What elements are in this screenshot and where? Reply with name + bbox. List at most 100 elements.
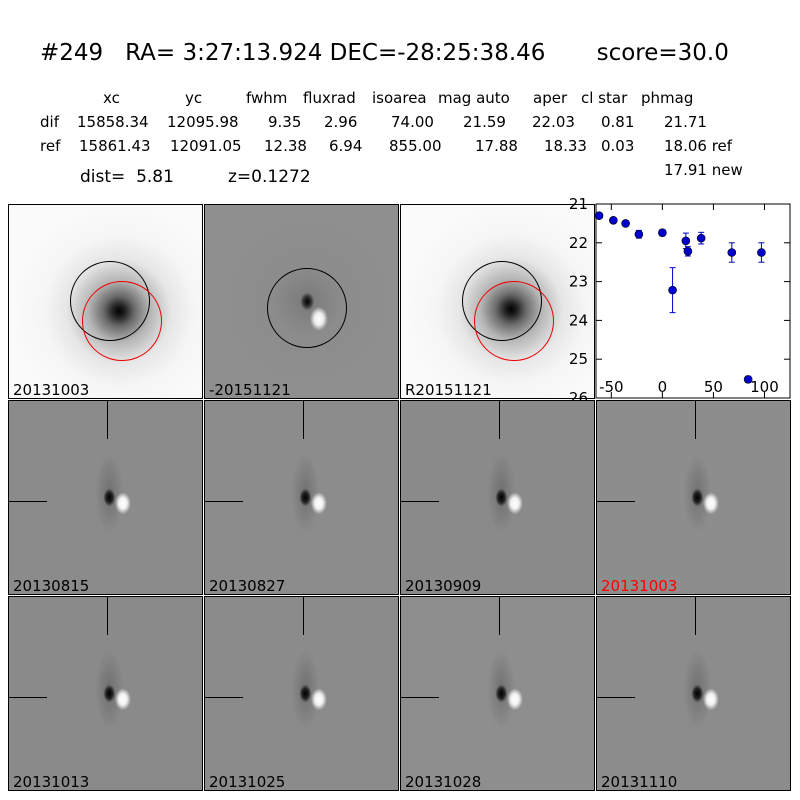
point-marker: [621, 219, 630, 228]
crosshair-tick-horizontal: [401, 697, 439, 699]
data-point: [634, 229, 644, 239]
point-marker: [594, 211, 604, 220]
crosshair-tick-vertical: [303, 401, 305, 439]
panel-label: 20131003: [13, 381, 90, 399]
aperture-circle-red: [82, 281, 162, 361]
data-point: [727, 242, 737, 263]
y-tick-label: 22: [569, 234, 588, 252]
crosshair-tick-vertical: [303, 597, 305, 635]
cell: 21.59: [463, 113, 506, 131]
cell: 12095.98: [167, 113, 239, 131]
panel-label: 20130815: [13, 577, 90, 595]
cell: 9.35: [268, 113, 302, 131]
data-point: [594, 211, 604, 220]
point-marker: [634, 229, 644, 239]
col-header: yc: [185, 89, 203, 107]
crosshair-tick-vertical: [499, 597, 501, 635]
ref-cutout-panel: R20151121: [400, 204, 595, 399]
aperture-circle-red: [474, 281, 554, 361]
point-marker: [681, 236, 691, 246]
epoch-cutout-panel: 20131025: [204, 596, 399, 791]
epoch-cutout-panel: 20131028: [400, 596, 595, 791]
row-label: ref: [40, 137, 61, 155]
redshift-label: z=0.1272: [228, 167, 311, 187]
data-point: [757, 242, 766, 263]
data-point: [621, 219, 630, 228]
data-point: [681, 232, 691, 250]
cell: 2.96: [324, 113, 358, 131]
crosshair-tick-horizontal: [597, 697, 635, 699]
ref-cutout-panel: 20131003: [8, 204, 203, 399]
crosshair-tick-vertical: [107, 597, 109, 635]
cell: 12.38: [264, 137, 307, 155]
row-label: dif: [40, 113, 59, 131]
epoch-cutout-panel: 20130815: [8, 400, 203, 595]
cell: 855.00: [389, 137, 442, 155]
data-point: [668, 267, 677, 314]
data-point: [683, 246, 693, 257]
cell: 74.00: [391, 113, 434, 131]
y-tick-label: 23: [569, 273, 588, 291]
page-title: #249 RA= 3:27:13.924 DEC=-28:25:38.46 sc…: [40, 40, 729, 66]
x-tick-label: -50: [599, 378, 624, 396]
point-marker: [658, 228, 667, 238]
cell: 0.03: [601, 137, 635, 155]
crosshair-tick-horizontal: [9, 501, 47, 503]
point-marker: [683, 247, 693, 256]
point-marker: [757, 248, 766, 257]
data-point: [658, 228, 667, 238]
col-header: aper: [533, 89, 568, 107]
y-tick-label: 25: [569, 350, 588, 368]
col-header: isoarea: [372, 89, 427, 107]
point-marker: [727, 248, 737, 257]
point-marker: [668, 285, 677, 295]
crosshair-tick-vertical: [695, 597, 697, 635]
cell: 12091.05: [170, 137, 242, 155]
cell: 21.71: [664, 113, 707, 131]
data-point: [609, 215, 618, 225]
col-header: fluxrad: [303, 89, 356, 107]
cell: 17.88: [475, 137, 518, 155]
col-header: cl star: [581, 89, 628, 107]
cell: 22.03: [532, 113, 575, 131]
crosshair-tick-vertical: [107, 401, 109, 439]
crosshair-tick-horizontal: [205, 501, 243, 503]
point-marker: [743, 375, 753, 384]
x-tick-label: 100: [750, 378, 779, 396]
epoch-cutout-panel: 20131013: [8, 596, 203, 791]
col-header: mag auto: [438, 89, 510, 107]
panel-label: -20151121: [209, 381, 291, 399]
point-marker: [609, 215, 618, 225]
data-point: [696, 231, 706, 245]
point-marker: [696, 233, 706, 243]
panel-label: 20131025: [209, 773, 286, 791]
crosshair-tick-horizontal: [205, 697, 243, 699]
panel-label: 20131028: [405, 773, 482, 791]
epoch-cutout-panel: 20130909: [400, 400, 595, 595]
cell: 15861.43: [79, 137, 151, 155]
panel-label: 20130827: [209, 577, 286, 595]
crosshair-tick-vertical: [695, 401, 697, 439]
crosshair-tick-horizontal: [9, 697, 47, 699]
epoch-cutout-panel: 20131110: [596, 596, 791, 791]
panel-label: R20151121: [405, 381, 492, 399]
col-header: xc: [103, 89, 120, 107]
epoch-cutout-panel: 20131003: [596, 400, 791, 595]
dist-label: dist= 5.81: [80, 167, 174, 187]
cell: 6.94: [329, 137, 363, 155]
panel-label: 20131013: [13, 773, 90, 791]
col-header: fwhm: [246, 89, 288, 107]
phmag-new: 17.91 new: [664, 161, 743, 179]
col-header: phmag: [641, 89, 694, 107]
panel-label: 20131110: [601, 773, 678, 791]
crosshair-tick-horizontal: [401, 501, 439, 503]
plot-frame: [595, 203, 791, 399]
x-tick-label: 50: [704, 378, 723, 396]
panel-label: 20131003: [601, 577, 678, 595]
y-tick-label: 24: [569, 311, 588, 329]
cell: 18.06 ref: [664, 137, 733, 155]
epoch-cutout-panel: 20130827: [204, 400, 399, 595]
crosshair-tick-vertical: [499, 401, 501, 439]
cell: 15858.34: [77, 113, 149, 131]
aperture-circle-black: [267, 268, 347, 348]
